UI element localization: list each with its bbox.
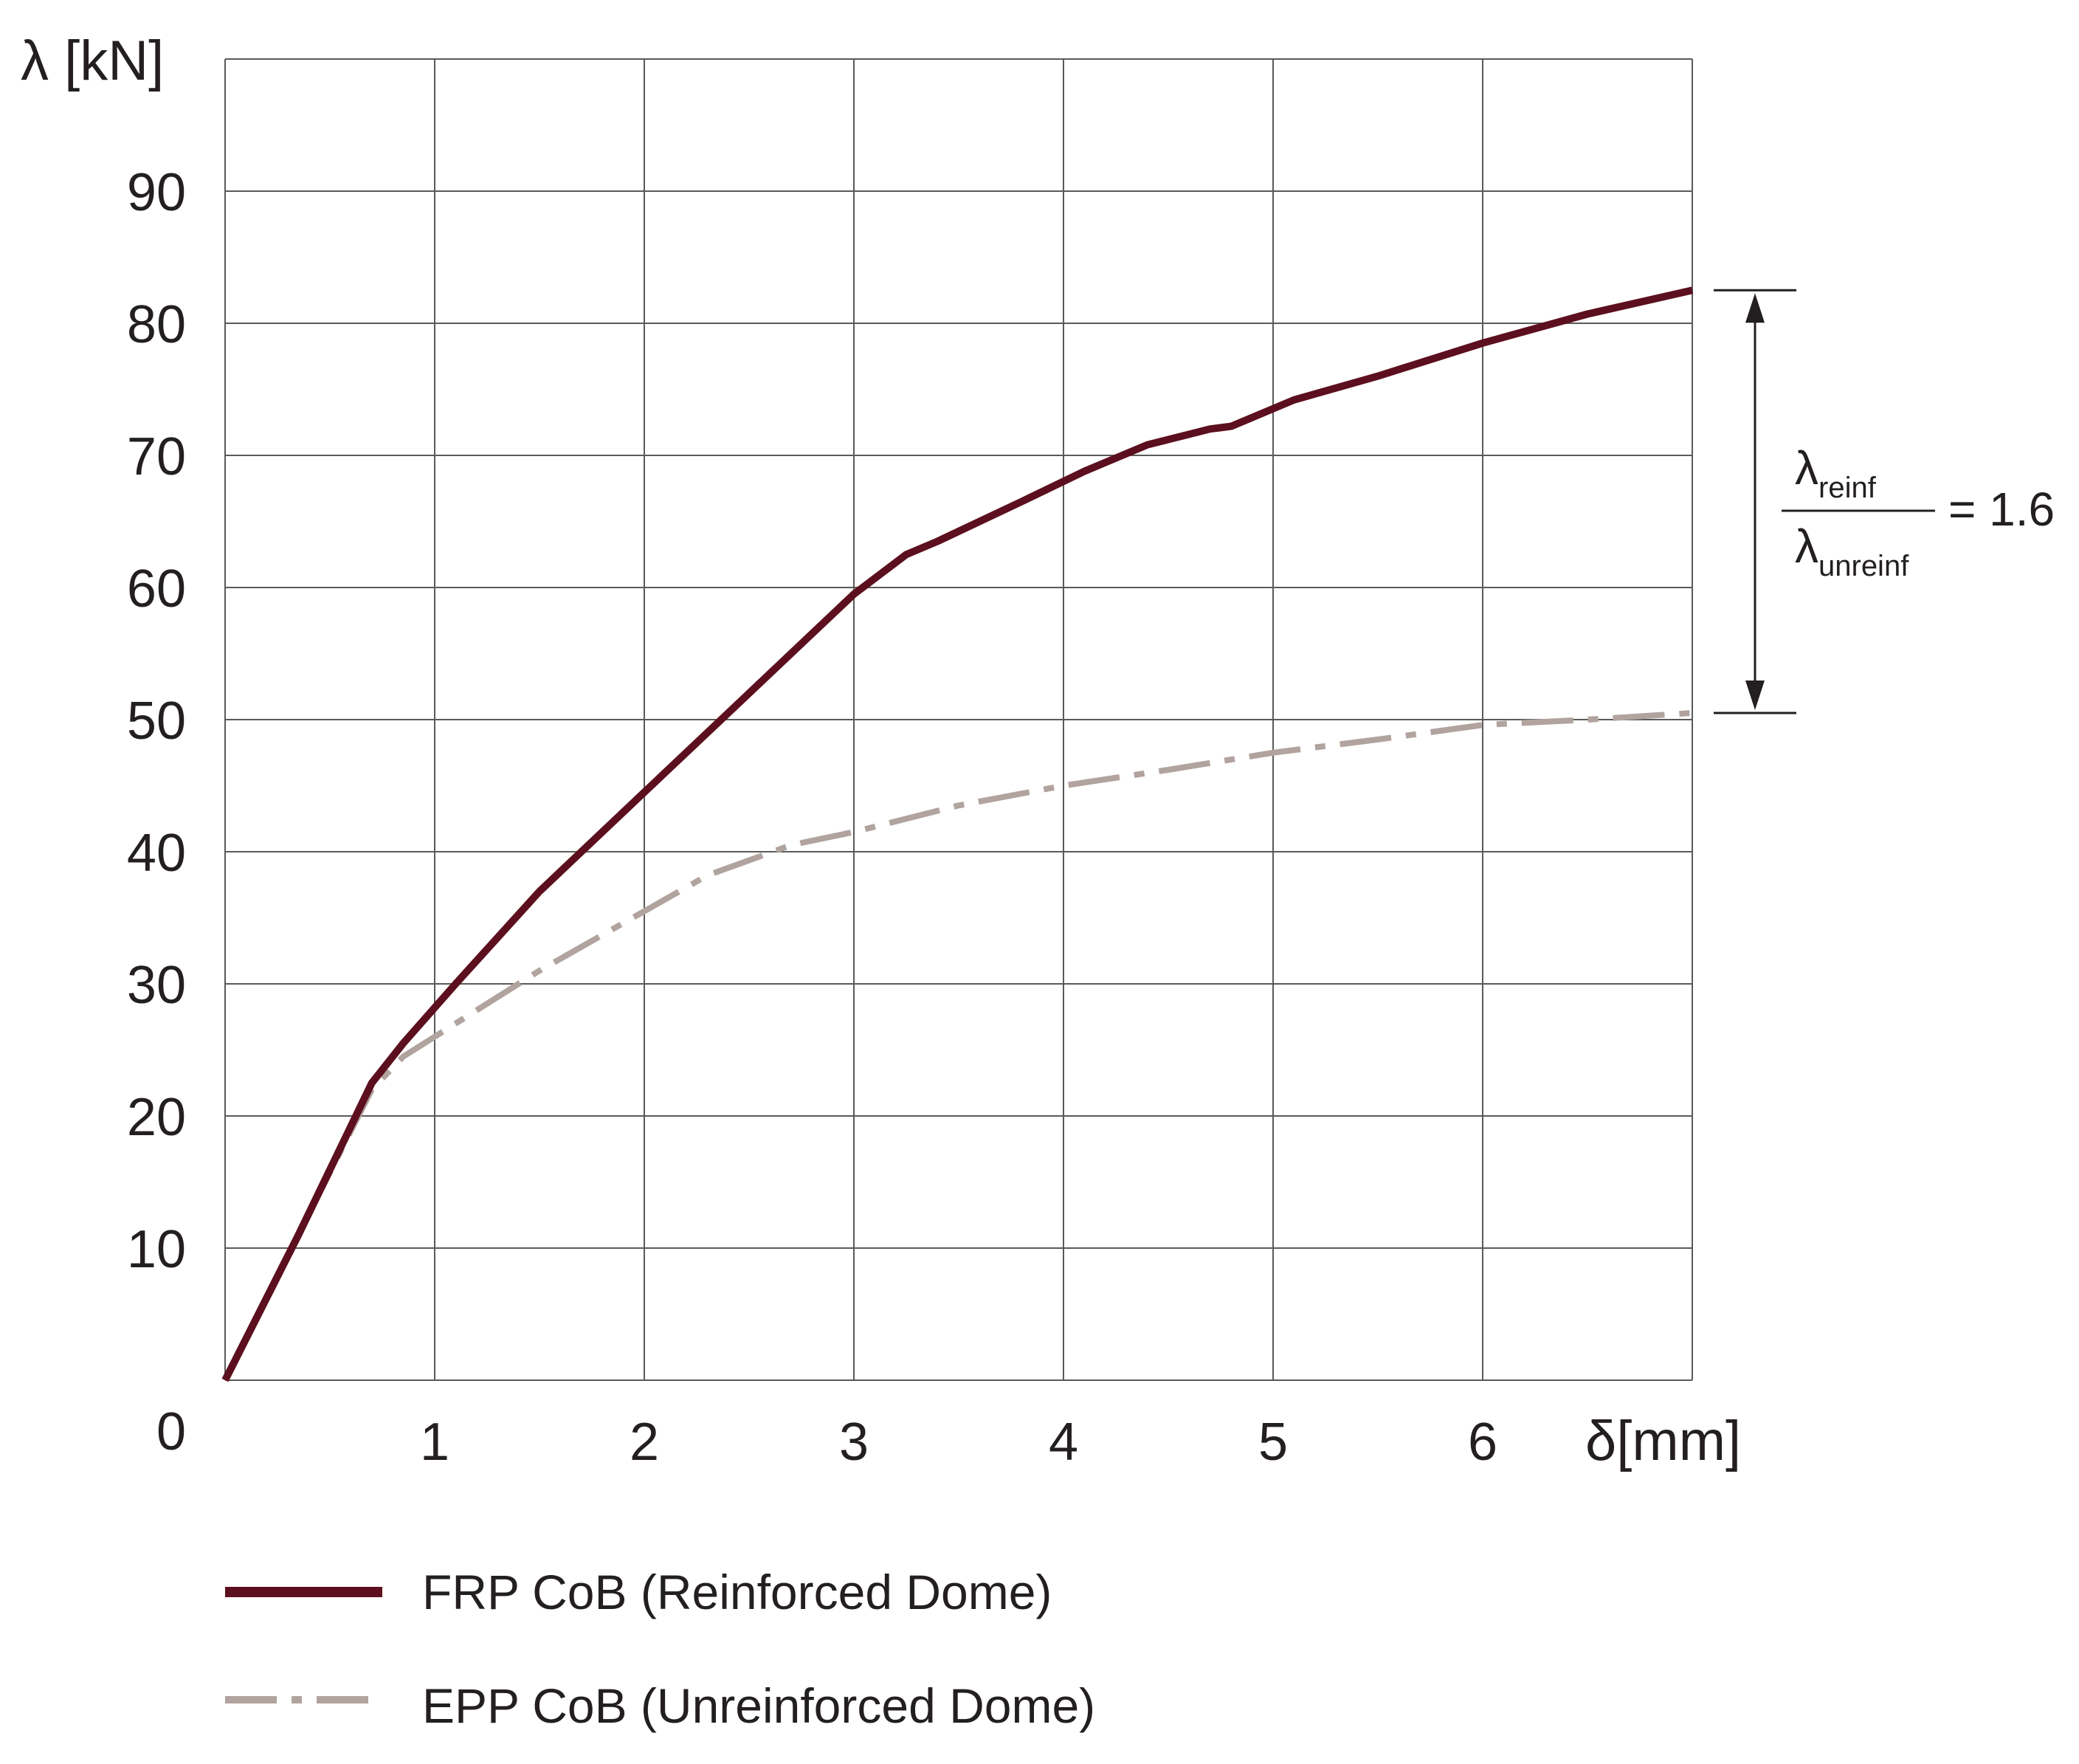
legend-label-reinforced: FRP CoB (Reinforced Dome): [422, 1565, 1052, 1619]
x-tick-label: 4: [1049, 1413, 1078, 1472]
arrow-up-icon: [1745, 293, 1765, 323]
y-tick-label: 10: [127, 1220, 186, 1279]
y-tick-label: 50: [127, 692, 186, 751]
y-tick-label: 30: [127, 956, 186, 1015]
series-line-reinforced: [221, 286, 1694, 1382]
series-layer: [221, 286, 1694, 1382]
chart-grid: [224, 58, 1693, 1381]
ratio-numerator: λreinf: [1795, 441, 1877, 504]
y-tick-label: 60: [127, 559, 186, 619]
y-tick-label: 80: [127, 295, 186, 354]
legend: FRP CoB (Reinforced Dome) EPP CoB (Unrei…: [225, 1565, 1095, 1733]
x-tick-label: 3: [839, 1413, 869, 1472]
y-axis-title: λ [kN]: [21, 30, 164, 92]
ratio-denominator: λunreinf: [1795, 520, 1909, 582]
series-line-unreinforced: [222, 710, 1693, 1382]
arrow-down-icon: [1745, 681, 1765, 711]
y-tick-label: 70: [127, 427, 186, 486]
tick-labels: 10 20 30 40 50 60 70 80 90 1 2 3 4 5 6: [127, 163, 1497, 1472]
x-tick-label: 1: [420, 1413, 449, 1472]
x-tick-label: 5: [1258, 1413, 1288, 1472]
ratio-equals-value: = 1.6: [1948, 483, 2055, 536]
y-tick-label: 40: [127, 824, 186, 883]
ratio-annotation: λreinf λunreinf = 1.6: [1714, 289, 2055, 714]
x-tick-label: 2: [630, 1413, 659, 1472]
origin-tick-label: 0: [156, 1402, 186, 1461]
x-axis-title: δ[mm]: [1585, 1410, 1741, 1472]
legend-label-unreinforced: EPP CoB (Unreinforced Dome): [422, 1678, 1095, 1733]
y-tick-label: 20: [127, 1088, 186, 1147]
x-tick-label: 6: [1468, 1413, 1497, 1472]
y-tick-label: 90: [127, 163, 186, 222]
